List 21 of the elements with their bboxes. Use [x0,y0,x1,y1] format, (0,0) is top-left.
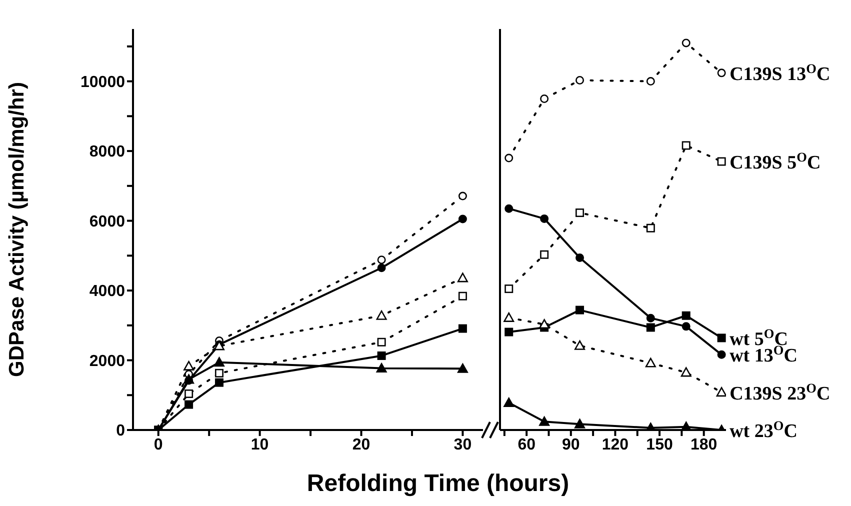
y-tick-label: 10000 [80,74,126,91]
series-label: C139S 13$^{O}$C [730,60,830,85]
x-tick-label: 60 [518,436,536,454]
x-tick-label: 0 [154,436,163,454]
x-tick-label: 120 [602,436,629,454]
y-tick-label: 8000 [89,144,126,161]
x-tick-label: 30 [454,436,472,454]
series-label: C139S 23$^{O}$C [730,380,830,404]
x-tick-label: 90 [562,436,580,454]
x-tick-label: 150 [646,436,673,454]
x-tick-label: 180 [690,436,718,454]
y-tick-label: 2000 [89,352,126,370]
y-tick-label: 6000 [89,213,126,230]
series-label: wt 23$^{O}$C [730,418,798,442]
y-axis-title: GDPase Activity (µmol/mg/hr) [5,82,28,377]
x-axis-title: Refolding Time (hours) [306,470,570,498]
y-tick-label: 0 [116,422,126,440]
x-tick-label: 10 [250,436,269,454]
series-label: C139S 5$^{O}$C [730,149,821,174]
y-tick-label: 4000 [89,283,126,300]
x-tick-label: 20 [352,436,370,454]
